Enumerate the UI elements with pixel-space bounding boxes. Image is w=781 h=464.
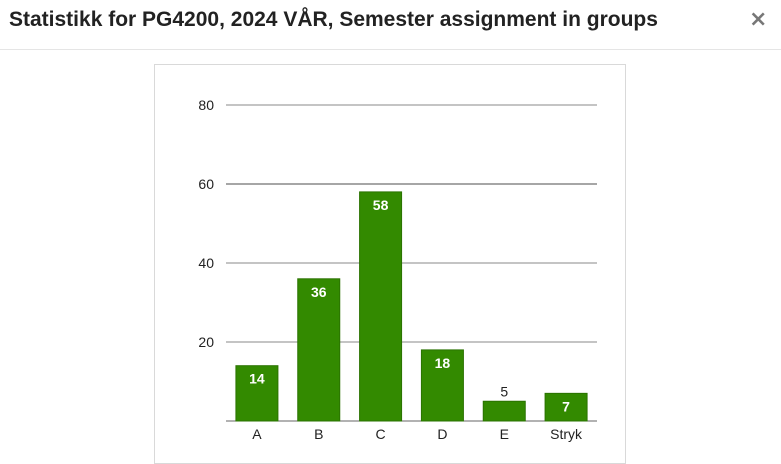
bar-c — [359, 191, 403, 422]
modal-title: Statistikk for PG4200, 2024 VÅR, Semeste… — [9, 8, 658, 31]
grade-distribution-chart: 20 40 60 80 14 A 36 B 58 C 18 D 5 E 7 Stryk — [198, 97, 597, 442]
x-tick-label-b: B — [314, 426, 323, 442]
bar-stryk — [544, 392, 588, 422]
y-tick-label-40: 40 — [198, 255, 214, 271]
bar-b — [297, 278, 341, 422]
x-tick-label-c: C — [376, 426, 386, 442]
y-tick-label-60: 60 — [198, 176, 214, 192]
data-label-e: 5 — [500, 383, 508, 399]
data-label-c: 58 — [373, 197, 389, 213]
data-label-b: 36 — [311, 284, 327, 300]
bar-a — [235, 365, 279, 422]
y-tick-label-20: 20 — [198, 334, 214, 350]
data-label-a: 14 — [249, 371, 265, 387]
close-icon[interactable]: × — [749, 7, 768, 32]
data-label-d: 18 — [435, 355, 451, 371]
bar-d — [420, 349, 464, 422]
x-tick-label-a: A — [252, 426, 262, 442]
x-tick-label-d: D — [437, 426, 447, 442]
x-tick-label-stryk: Stryk — [550, 426, 583, 442]
data-label-stryk: 7 — [562, 398, 570, 414]
modal-header: Statistikk for PG4200, 2024 VÅR, Semeste… — [0, 0, 781, 50]
y-tick-label-80: 80 — [198, 97, 214, 113]
bar-e — [482, 400, 526, 422]
x-tick-label-e: E — [500, 426, 509, 442]
chart-panel: 20 40 60 80 14 A 36 B 58 C 18 D 5 E 7 Stryk — [154, 64, 626, 464]
